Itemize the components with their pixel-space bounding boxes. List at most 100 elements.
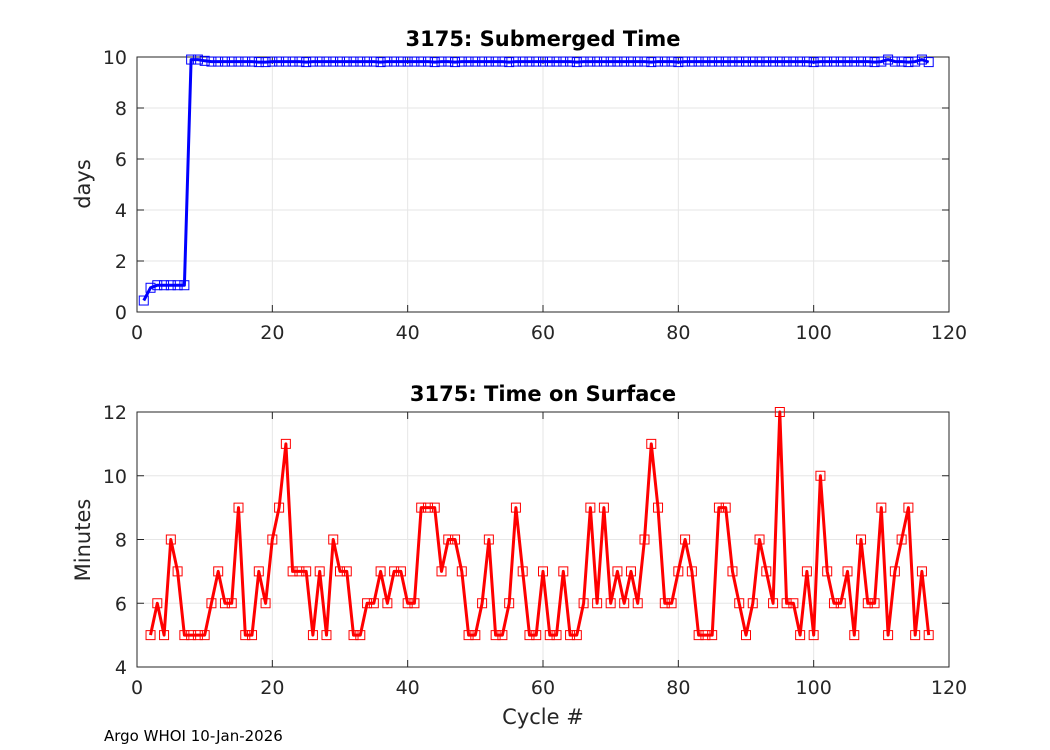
data-point [436,566,447,577]
data-point [903,57,914,68]
data-point [443,56,454,67]
x-tick-label: 20 [260,322,284,344]
data-point [375,57,386,68]
data-point [761,566,772,577]
data-point [632,598,643,609]
y-tick-label: 4 [115,200,127,222]
data-point [842,566,853,577]
data-point [713,56,724,67]
data-point [578,56,589,67]
data-point [192,54,203,65]
data-point [605,56,616,67]
y-tick-label: 6 [115,593,127,615]
data-point [199,55,210,66]
data-point [470,630,481,641]
data-point [653,56,664,67]
data-point [639,56,650,67]
data-point [781,56,792,67]
data-point [274,56,285,67]
data-point [598,502,609,513]
data-point [402,56,413,67]
data-point [463,56,474,67]
data-point [558,566,569,577]
data-point [253,57,264,68]
data-point [199,630,210,641]
data-point [585,502,596,513]
data-point [768,598,779,609]
data-point [727,56,738,67]
data-point [233,56,244,67]
y-tick-label: 12 [103,402,127,424]
data-point [517,566,528,577]
data-point [869,598,880,609]
data-point [517,56,528,67]
y-tick-label: 10 [103,47,127,69]
axes-box [136,411,950,668]
x-tick-label: 120 [931,322,967,344]
data-point [450,534,461,545]
data-point [808,57,819,68]
data-point [849,630,860,641]
x-axis-label: Cycle # [502,705,584,729]
data-point [835,598,846,609]
data-point [490,630,501,641]
data-point [348,630,359,641]
y-tick-label: 4 [115,657,127,679]
data-point [795,56,806,67]
data-point [822,566,833,577]
data-point [179,280,190,291]
data-point [321,630,332,641]
data-point [612,566,623,577]
data-point [186,54,197,65]
data-point [659,598,670,609]
data-point [206,598,217,609]
y-axis-label: Minutes [71,499,95,582]
data-point [213,566,224,577]
data-point [828,598,839,609]
data-point [835,56,846,67]
data-point [382,56,393,67]
data-point [362,56,373,67]
data-point [720,502,731,513]
data-point [639,534,650,545]
data-point [497,56,508,67]
data-point [680,56,691,67]
tick-labels: 0 20 40 60 80 100 120 0 2 4 6 8 10 [103,47,967,344]
data-point [504,598,515,609]
data-point [260,598,271,609]
data-point [551,56,562,67]
data-point [538,56,548,67]
data-point [219,56,230,67]
data-point [781,598,792,609]
data-point [179,630,190,641]
data-point [165,534,176,545]
data-point [328,56,339,67]
data-point [456,566,467,577]
data-point [578,598,589,609]
data-point [747,598,758,609]
x-tick-label: 60 [531,322,555,344]
data-point [416,56,427,67]
data-point [145,630,156,641]
data-point [531,630,542,641]
data-point [734,598,745,609]
data-point [294,566,305,577]
data-point [409,56,420,67]
data-point [619,598,630,609]
data-point [856,534,867,545]
data-point [849,56,860,67]
data-point [524,56,535,67]
data-point [646,57,657,68]
data-point [815,470,826,481]
data-point [477,56,488,67]
data-point [402,598,413,609]
y-tick-label: 2 [115,251,127,273]
data-point [551,630,562,641]
data-point [625,566,636,577]
data-point [883,630,894,641]
data-point [165,280,176,291]
data-point [741,630,751,641]
data-point [253,566,264,577]
data-point [429,502,440,513]
